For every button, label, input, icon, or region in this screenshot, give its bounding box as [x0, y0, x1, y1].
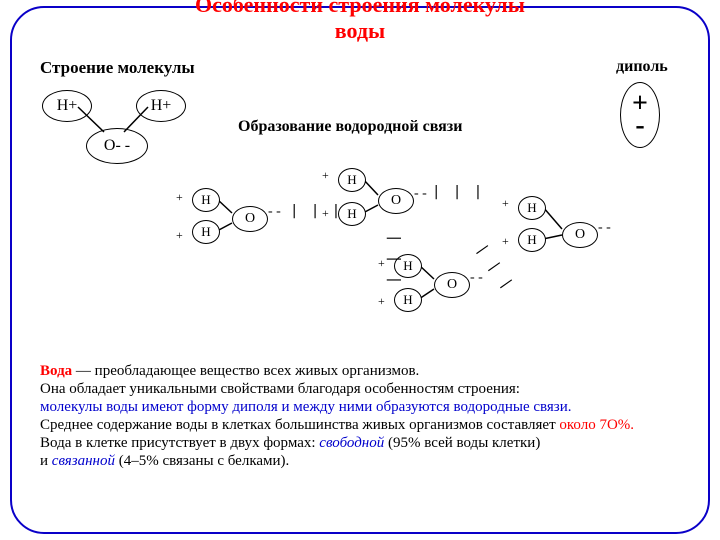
- dipole-oval: + -: [620, 82, 660, 148]
- charge-mark: - -: [414, 186, 427, 202]
- body-text: Вода — преобладающее вещество всех живых…: [40, 362, 690, 470]
- atom-oval: Н: [394, 288, 422, 312]
- atom-oval: Н: [518, 228, 546, 252]
- atom-oval: Н: [192, 188, 220, 212]
- title-line2: воды: [0, 18, 720, 44]
- atom-oval: Н: [518, 196, 546, 220]
- charge-mark: - -: [470, 270, 483, 286]
- label-hbond: Образование водородной связи: [238, 118, 478, 136]
- atom-oval: О: [434, 272, 470, 298]
- hydrogen-bond-marks: | | |: [386, 234, 402, 286]
- charge-mark: +: [378, 294, 385, 309]
- atom-oval: Н+: [42, 90, 92, 122]
- label-structure: Строение молекулы: [40, 58, 195, 78]
- atom-oval: О: [378, 188, 414, 214]
- atom-oval: Н: [338, 168, 366, 192]
- hydrogen-bond-marks: | | |: [290, 203, 342, 219]
- charge-mark: +: [322, 168, 329, 183]
- label-dipole: диполь: [616, 58, 668, 76]
- atom-oval: Н+: [136, 90, 186, 122]
- atom-oval: Н: [192, 220, 220, 244]
- charge-mark: +: [176, 190, 183, 205]
- atom-oval: О: [232, 206, 268, 232]
- atom-oval: О- -: [86, 128, 148, 164]
- atom-oval: О: [562, 222, 598, 248]
- charge-mark: +: [176, 228, 183, 243]
- charge-mark: +: [502, 196, 509, 211]
- charge-mark: +: [502, 234, 509, 249]
- atom-oval: Н: [338, 202, 366, 226]
- hydrogen-bond-marks: | | |: [432, 184, 484, 200]
- charge-mark: +: [378, 256, 385, 271]
- dipole-minus: -: [635, 115, 644, 137]
- title-line1: Особенности строения молекулы: [0, 0, 720, 18]
- charge-mark: - -: [598, 220, 611, 236]
- charge-mark: - -: [268, 204, 281, 220]
